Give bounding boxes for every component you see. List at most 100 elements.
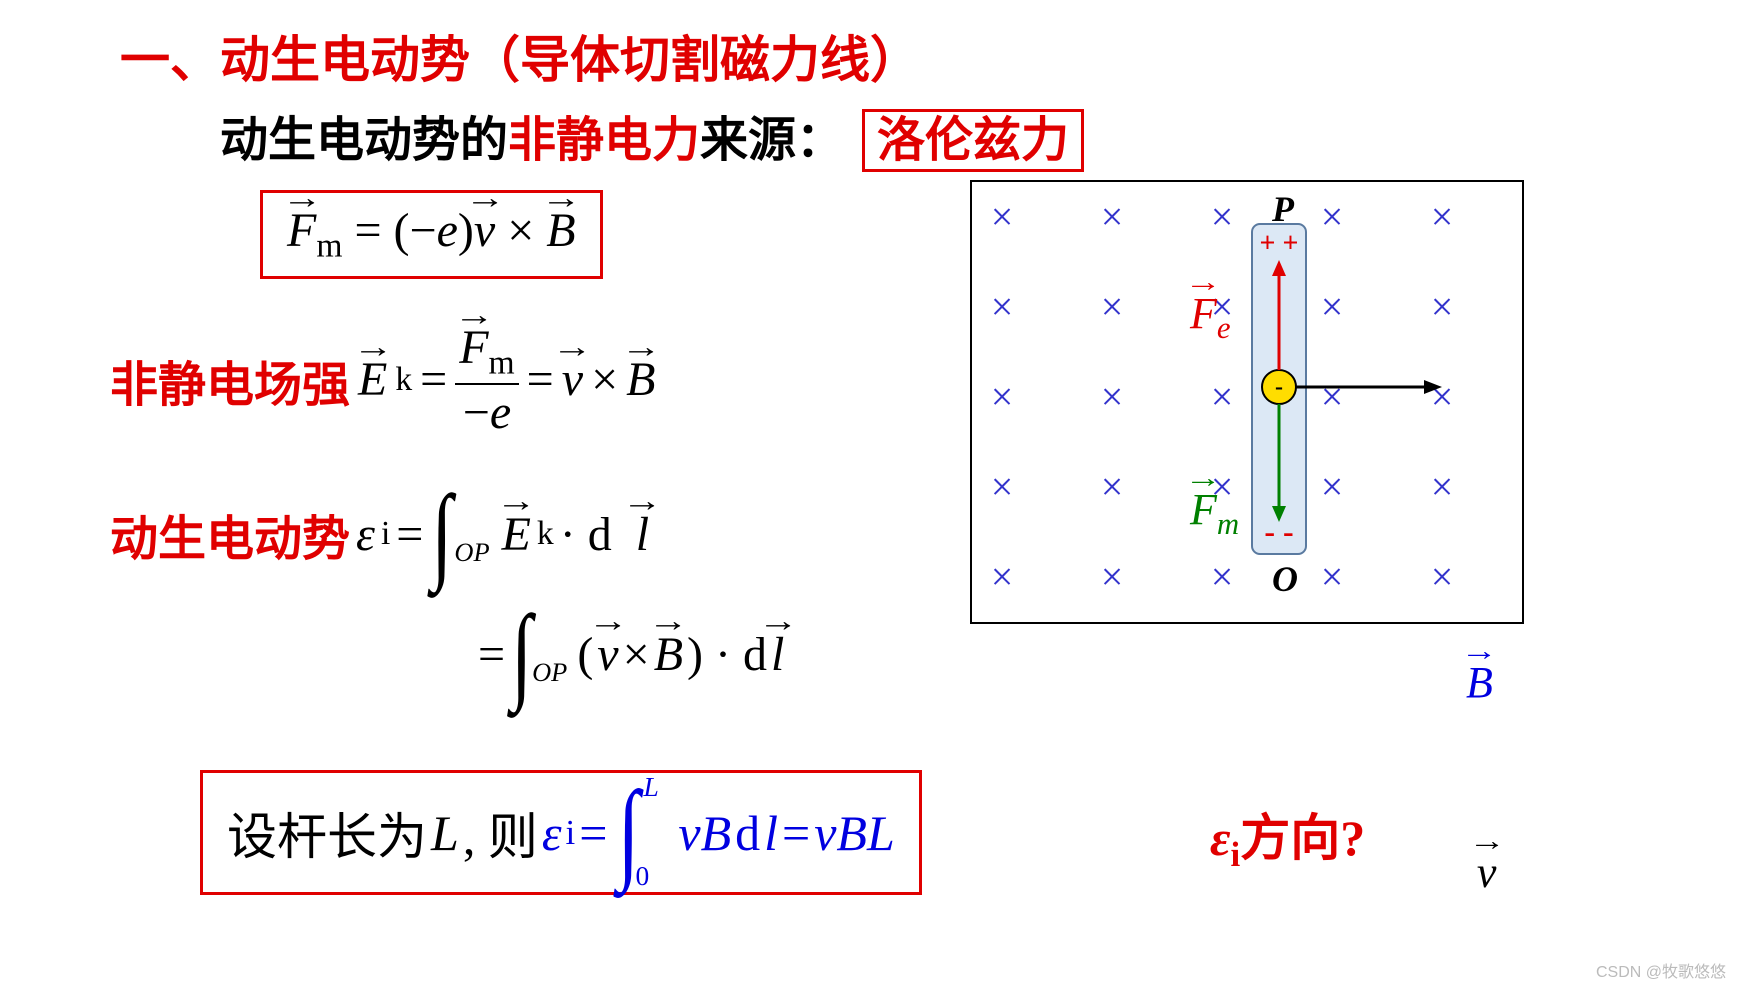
eq2-E: E	[358, 352, 387, 407]
svg-text:×: ×	[1101, 194, 1124, 239]
equation-ek: 非静电场强 Ek = Fm −e = v × B	[110, 320, 655, 440]
svg-text:×: ×	[1101, 284, 1124, 329]
direction-question: εi方向?	[1210, 798, 1365, 875]
eq3-l: l	[636, 507, 649, 562]
label-P: P	[1272, 188, 1294, 230]
eq1-e: e	[437, 204, 458, 257]
equation-emf1: 动生电动势 εi = ∫OP Ek · d l	[110, 490, 649, 578]
eq4-B: B	[654, 627, 683, 682]
eq4-lim: OP	[532, 657, 567, 688]
eq5-epssub: i	[566, 813, 576, 853]
eq2-Fsub: m	[489, 345, 515, 382]
eq3-epssub: i	[381, 515, 390, 553]
svg-text:×: ×	[991, 194, 1014, 239]
svg-text:×: ×	[1321, 464, 1344, 509]
eq5-L: L	[431, 804, 459, 862]
svg-text:×: ×	[1431, 194, 1454, 239]
eq6-suffix: 方向?	[1240, 810, 1365, 866]
eq1-B: B	[546, 203, 575, 258]
label-Fm-sub: m	[1217, 507, 1239, 541]
eq3-eps: ε	[356, 507, 375, 562]
eq5-prefix: 设杆长为	[227, 797, 427, 869]
eq2-v: v	[562, 352, 583, 407]
eq5-body1: vB	[678, 804, 731, 862]
label-Fm: Fm	[1190, 484, 1239, 542]
svg-text:×: ×	[991, 284, 1014, 329]
subtitle-prefix: 动生电动势的	[220, 114, 508, 167]
eq5-hi: L	[643, 771, 658, 803]
watermark: CSDN @牧歌悠悠	[1596, 958, 1726, 982]
eq4-l: l	[771, 627, 784, 682]
eq2-label: 非静电场强	[110, 345, 350, 415]
eq3-lim: OP	[454, 537, 489, 568]
eq4-int: ∫	[511, 592, 532, 715]
section-title: 一、动生电动势（导体切割磁力线）	[120, 20, 920, 92]
diagram-svg: ××××××××××××××××××××××××× + + - - -	[972, 182, 1522, 622]
eq2-eq: =	[420, 352, 447, 407]
eq3-E: E	[502, 507, 531, 562]
subtitle-line: 动生电动势的非静电力来源： 洛伦兹力	[220, 100, 1084, 170]
equation-emf2: = ∫OP (v × B ) · dl	[478, 610, 784, 698]
label-Fe-sub: e	[1217, 311, 1231, 345]
eq5-lo: 0	[635, 860, 649, 892]
field-diagram: ××××××××××××××××××××××××× + + - - - P O …	[970, 180, 1524, 624]
eq2-B: B	[626, 352, 655, 407]
eq5-eq: =	[579, 804, 607, 862]
subtitle-highlight: 非静电力	[508, 114, 700, 167]
svg-text:×: ×	[1211, 374, 1234, 419]
eq3-eq: =	[396, 507, 423, 562]
svg-text:×: ×	[991, 554, 1014, 599]
equation-result-box: 设杆长为L, 则 εi = ∫ L 0 vBdl = vBL	[200, 770, 922, 895]
eq3-int: ∫	[431, 472, 452, 595]
svg-text:×: ×	[1431, 464, 1454, 509]
eq2-F: F	[459, 320, 488, 375]
eq4-v: v	[597, 627, 618, 682]
eq4-eq: =	[478, 627, 505, 682]
eq1-F: F	[287, 203, 316, 258]
eq3-dot: · d	[560, 507, 612, 562]
eq5-eps: ε	[542, 804, 562, 862]
svg-text:×: ×	[1101, 464, 1124, 509]
eq5-d: d	[735, 804, 760, 862]
eq2-eq2: =	[527, 352, 554, 407]
eq2-times: ×	[591, 352, 618, 407]
equation-lorentz-force: Fm = (−e)v × B	[260, 190, 603, 279]
svg-text:×: ×	[1321, 374, 1344, 419]
eq5-comma: , 则	[463, 797, 538, 869]
svg-text:×: ×	[991, 464, 1014, 509]
svg-text:×: ×	[1431, 284, 1454, 329]
eq5-body2: vBL	[814, 804, 895, 862]
svg-text:×: ×	[1321, 284, 1344, 329]
eq2-Esub: k	[395, 361, 412, 399]
label-B: B	[1466, 657, 1493, 708]
eq1-head: = (−	[354, 204, 436, 257]
eq3-label: 动生电动势	[110, 499, 350, 569]
eq1-v: v	[474, 203, 495, 258]
svg-text:×: ×	[1431, 374, 1454, 419]
electron-minus: -	[1275, 374, 1283, 400]
plus-charges: + +	[1260, 228, 1299, 259]
eq1-Fsub: m	[316, 228, 342, 265]
svg-text:×: ×	[1101, 554, 1124, 599]
label-Fe: Fe	[1190, 288, 1231, 346]
eq2-frac: Fm −e	[455, 320, 518, 440]
svg-text:×: ×	[1321, 554, 1344, 599]
eq2-den-e: e	[490, 386, 511, 439]
label-O: O	[1272, 558, 1298, 600]
eq5-l: l	[764, 804, 778, 862]
boxed-lorentz: 洛伦兹力	[862, 109, 1084, 172]
svg-text:×: ×	[1431, 554, 1454, 599]
subtitle-suffix: 来源：	[700, 114, 844, 167]
eq6-eps: ε	[1210, 810, 1231, 866]
svg-text:×: ×	[1321, 194, 1344, 239]
eq3-Esub: k	[537, 515, 554, 553]
svg-text:×: ×	[1211, 554, 1234, 599]
label-v: v	[1477, 847, 1497, 898]
eq4-rp: ) · d	[687, 627, 767, 682]
svg-text:×: ×	[1211, 194, 1234, 239]
eq6-epssub: i	[1231, 835, 1241, 874]
svg-text:×: ×	[991, 374, 1014, 419]
svg-text:×: ×	[1101, 374, 1124, 419]
eq5-eq2: =	[782, 804, 810, 862]
eq2-minus: −	[463, 386, 490, 439]
